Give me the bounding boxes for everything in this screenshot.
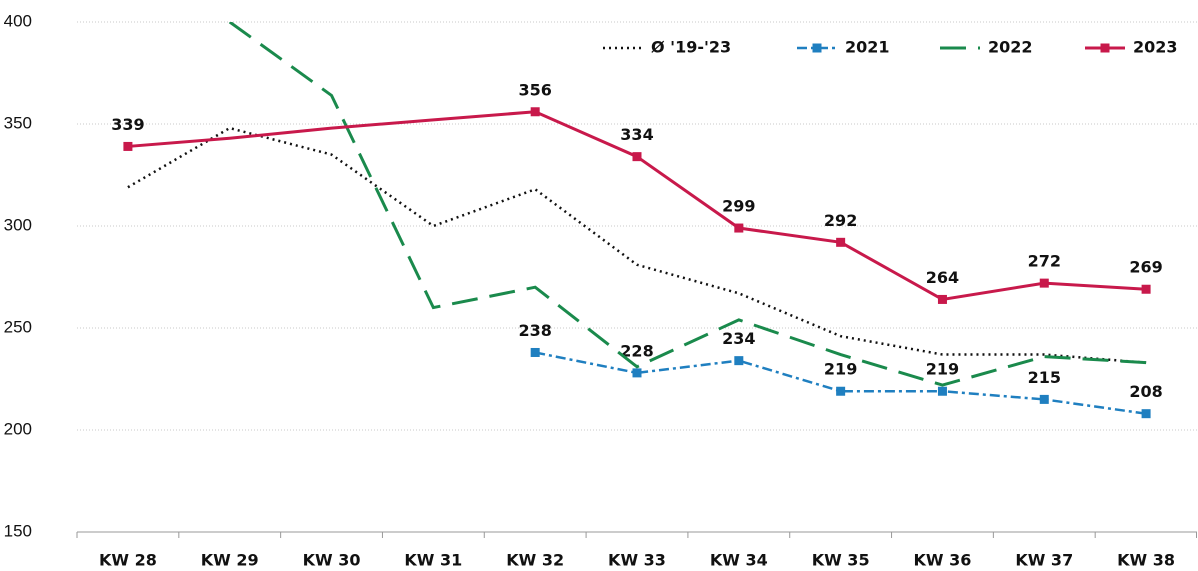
legend-label: Ø '19-'23 bbox=[651, 38, 731, 57]
data-label: 208 bbox=[1129, 382, 1162, 401]
data-label: 238 bbox=[518, 321, 551, 340]
y-tick-label: 250 bbox=[4, 317, 32, 336]
series-line bbox=[228, 22, 1147, 387]
data-label: 269 bbox=[1129, 258, 1162, 277]
data-label: 356 bbox=[518, 80, 551, 99]
data-label: 234 bbox=[722, 329, 755, 348]
marker bbox=[530, 347, 540, 357]
marker bbox=[937, 294, 947, 304]
marker bbox=[836, 386, 846, 396]
data-label: 334 bbox=[620, 125, 653, 144]
x-tick-label: KW 37 bbox=[1015, 551, 1073, 570]
marker bbox=[530, 107, 540, 117]
y-tick-label: 150 bbox=[4, 521, 32, 540]
marker bbox=[1141, 409, 1151, 419]
x-tick-label: KW 31 bbox=[404, 551, 462, 570]
marker bbox=[1141, 284, 1151, 294]
x-tick-label: KW 34 bbox=[710, 551, 768, 570]
data-label: 264 bbox=[926, 268, 959, 287]
x-tick-label: KW 28 bbox=[99, 551, 157, 570]
legend-label: 2021 bbox=[845, 38, 890, 57]
x-tick-label: KW 33 bbox=[608, 551, 666, 570]
marker bbox=[836, 237, 846, 247]
legend-marker bbox=[1100, 43, 1110, 53]
marker bbox=[1039, 394, 1049, 404]
x-tick-label: KW 36 bbox=[914, 551, 972, 570]
data-label: 228 bbox=[620, 341, 653, 360]
marker bbox=[734, 356, 744, 366]
data-label: 215 bbox=[1028, 368, 1061, 387]
x-tick-label: KW 38 bbox=[1117, 551, 1175, 570]
marker bbox=[937, 386, 947, 396]
marker bbox=[632, 368, 642, 378]
series-line bbox=[127, 126, 1147, 364]
y-tick-label: 400 bbox=[4, 11, 32, 30]
data-label: 219 bbox=[926, 360, 959, 379]
data-label: 339 bbox=[111, 115, 144, 134]
marker bbox=[632, 152, 642, 162]
data-label: 299 bbox=[722, 197, 755, 216]
marker bbox=[123, 141, 133, 151]
legend-label: 2023 bbox=[1133, 38, 1178, 57]
y-tick-label: 350 bbox=[4, 113, 32, 132]
data-label: 272 bbox=[1028, 252, 1061, 271]
x-tick-label: KW 29 bbox=[201, 551, 259, 570]
legend-marker bbox=[812, 43, 822, 53]
data-label: 219 bbox=[824, 360, 857, 379]
x-tick-label: KW 32 bbox=[506, 551, 564, 570]
x-tick-label: KW 30 bbox=[303, 551, 361, 570]
data-label: 292 bbox=[824, 211, 857, 230]
marker bbox=[1039, 278, 1049, 288]
y-tick-label: 200 bbox=[4, 419, 32, 438]
marker bbox=[734, 223, 744, 233]
legend-label: 2022 bbox=[988, 38, 1033, 57]
y-tick-label: 300 bbox=[4, 215, 32, 234]
x-tick-label: KW 35 bbox=[812, 551, 870, 570]
